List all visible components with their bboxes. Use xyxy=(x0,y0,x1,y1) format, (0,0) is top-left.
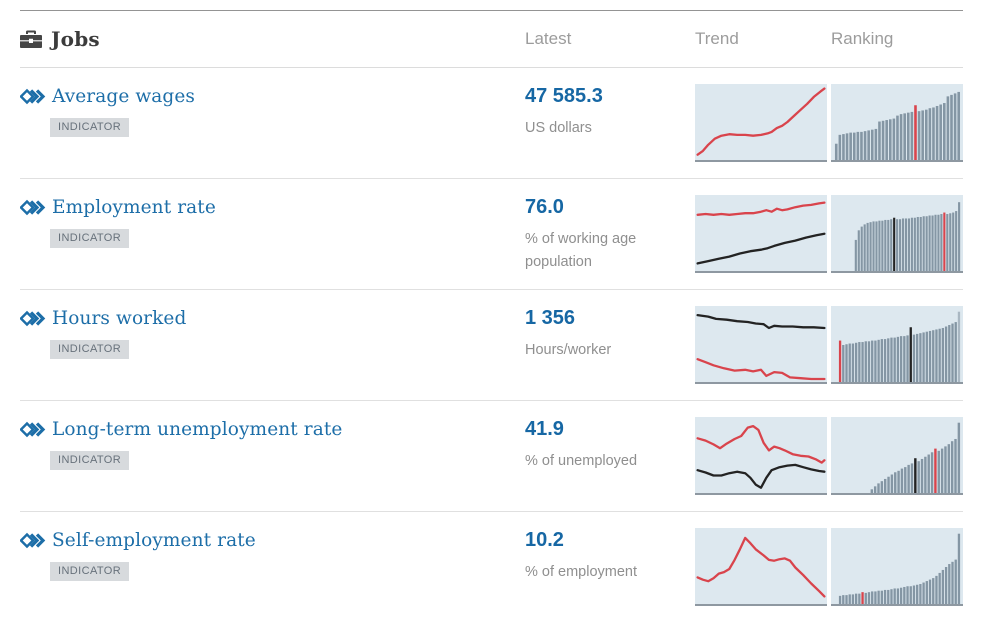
column-header-latest: Latest xyxy=(525,29,572,48)
trend-sparkline-chart[interactable] xyxy=(695,306,827,384)
indicator-row: Hours worked INDICATOR 1 356 Hours/worke… xyxy=(20,290,963,401)
latest-cell: 76.0 % of working age population xyxy=(525,195,695,289)
ranking-bar-chart[interactable] xyxy=(831,528,963,606)
indicator-row: Long-term unemployment rate INDICATOR 41… xyxy=(20,401,963,512)
ranking-bar-chart[interactable] xyxy=(831,306,963,384)
trend-sparkline-chart[interactable] xyxy=(695,528,827,606)
latest-value: 76.0 xyxy=(525,196,564,218)
latest-value: 47 585.3 xyxy=(525,85,603,107)
indicator-diamond-chevrons-icon xyxy=(20,199,46,216)
latest-unit: % of unemployed xyxy=(525,453,638,469)
indicator-diamond-chevrons-icon xyxy=(20,88,46,105)
indicator-link[interactable]: Long-term unemployment rate xyxy=(52,419,343,440)
indicator-name-cell: Hours worked INDICATOR xyxy=(20,306,525,400)
indicator-link[interactable]: Average wages xyxy=(52,86,196,107)
top-divider xyxy=(20,10,963,11)
table-header: Jobs Latest Trend Ranking xyxy=(20,11,963,68)
indicator-badge: INDICATOR xyxy=(50,229,130,248)
trend-sparkline-chart[interactable] xyxy=(695,417,827,495)
latest-unit: Hours/worker xyxy=(525,342,612,358)
latest-cell: 47 585.3 US dollars xyxy=(525,84,695,178)
section-header: Jobs xyxy=(20,27,525,51)
trend-sparkline-chart[interactable] xyxy=(695,195,827,273)
indicator-diamond-chevrons-icon xyxy=(20,532,46,549)
jobs-indicators-panel: Jobs Latest Trend Ranking Average wages … xyxy=(0,10,981,623)
indicator-name-cell: Long-term unemployment rate INDICATOR xyxy=(20,417,525,511)
indicator-link[interactable]: Hours worked xyxy=(52,308,187,329)
latest-unit: % of employment xyxy=(525,564,638,580)
indicator-diamond-chevrons-icon xyxy=(20,421,46,438)
indicator-link[interactable]: Self-employment rate xyxy=(52,530,256,551)
column-header-ranking: Ranking xyxy=(831,29,894,48)
ranking-bar-chart[interactable] xyxy=(831,195,963,273)
latest-cell: 41.9 % of unemployed xyxy=(525,417,695,511)
latest-value: 41.9 xyxy=(525,418,564,440)
indicator-badge: INDICATOR xyxy=(50,451,130,470)
latest-unit: % of working age population xyxy=(525,231,637,271)
latest-unit: US dollars xyxy=(525,120,592,136)
indicator-name-cell: Employment rate INDICATOR xyxy=(20,195,525,289)
indicator-row: Employment rate INDICATOR 76.0 % of work… xyxy=(20,179,963,290)
indicator-row: Self-employment rate INDICATOR 10.2 % of… xyxy=(20,512,963,623)
indicator-name-cell: Self-employment rate INDICATOR xyxy=(20,528,525,623)
section-title-link[interactable]: Jobs xyxy=(51,27,100,51)
indicator-badge: INDICATOR xyxy=(50,562,130,581)
indicator-diamond-chevrons-icon xyxy=(20,310,46,327)
indicator-link[interactable]: Employment rate xyxy=(52,197,216,218)
ranking-bar-chart[interactable] xyxy=(831,417,963,495)
latest-value: 1 356 xyxy=(525,307,576,329)
latest-cell: 10.2 % of employment xyxy=(525,528,695,623)
indicator-badge: INDICATOR xyxy=(50,118,130,137)
ranking-bar-chart[interactable] xyxy=(831,84,963,162)
latest-cell: 1 356 Hours/worker xyxy=(525,306,695,400)
column-header-trend: Trend xyxy=(695,29,739,48)
trend-sparkline-chart[interactable] xyxy=(695,84,827,162)
indicator-badge: INDICATOR xyxy=(50,340,130,359)
briefcase-icon xyxy=(20,30,42,48)
indicator-row: Average wages INDICATOR 47 585.3 US doll… xyxy=(20,68,963,179)
indicator-rows: Average wages INDICATOR 47 585.3 US doll… xyxy=(20,68,963,623)
latest-value: 10.2 xyxy=(525,529,564,551)
indicator-name-cell: Average wages INDICATOR xyxy=(20,84,525,178)
